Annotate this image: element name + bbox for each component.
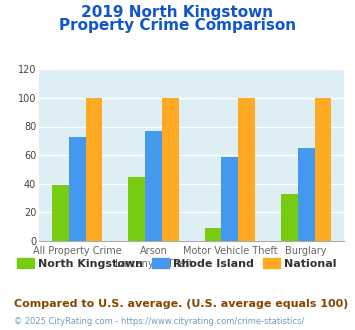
Bar	[281, 194, 298, 241]
Bar	[238, 98, 255, 241]
Bar	[315, 98, 331, 241]
Bar	[69, 137, 86, 241]
Legend: North Kingstown, Rhode Island, National: North Kingstown, Rhode Island, National	[13, 254, 341, 273]
Text: Compared to U.S. average. (U.S. average equals 100): Compared to U.S. average. (U.S. average …	[14, 299, 349, 309]
Bar	[205, 228, 222, 241]
Bar	[298, 148, 315, 241]
Bar	[162, 98, 179, 241]
Bar	[129, 177, 145, 241]
Text: © 2025 CityRating.com - https://www.cityrating.com/crime-statistics/: © 2025 CityRating.com - https://www.city…	[14, 317, 305, 326]
Text: Property Crime Comparison: Property Crime Comparison	[59, 18, 296, 33]
Bar	[52, 185, 69, 241]
Bar	[222, 156, 238, 241]
Bar	[86, 98, 102, 241]
Text: 2019 North Kingstown: 2019 North Kingstown	[81, 5, 274, 20]
Bar	[145, 131, 162, 241]
